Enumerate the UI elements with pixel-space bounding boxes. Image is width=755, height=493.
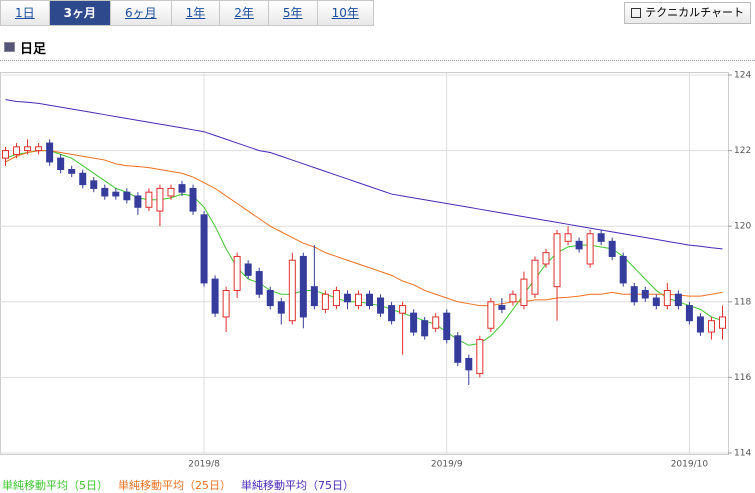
candle-body <box>377 297 385 314</box>
candle-body <box>343 293 351 303</box>
candle-body <box>652 297 660 307</box>
y-tick-label: 120 <box>734 222 751 232</box>
candle-body <box>167 187 175 197</box>
candle-body <box>410 312 418 333</box>
candle-body <box>13 146 21 155</box>
candle-body <box>233 255 241 291</box>
candle-body <box>388 305 396 322</box>
tab[interactable]: 10年 <box>316 0 374 26</box>
candle-body <box>211 278 219 314</box>
candle-body <box>509 293 517 303</box>
tab-bar: 1日 3ヶ月 6ヶ月 1年 2年 5年 10年 <box>0 0 374 26</box>
x-tick-label: 2019/8 <box>188 460 220 470</box>
candle-body <box>520 278 528 307</box>
candle-body <box>476 339 484 375</box>
candle-body <box>718 316 726 329</box>
candle-body <box>255 271 263 295</box>
candle-body <box>277 301 285 314</box>
candle-body <box>134 195 142 208</box>
candle-body <box>79 172 87 186</box>
candle-body <box>432 316 440 329</box>
tab[interactable]: 6ヶ月 <box>110 0 172 26</box>
candle-body <box>443 312 451 341</box>
candle-body <box>68 169 76 174</box>
candle-body <box>332 289 340 307</box>
tab[interactable]: 2年 <box>219 0 269 26</box>
candle-body <box>57 157 65 171</box>
moving-average-line <box>5 99 723 250</box>
candle-body <box>156 187 164 212</box>
candle-body <box>674 293 682 307</box>
candle-body <box>421 320 429 337</box>
candle-body <box>366 293 374 307</box>
moving-average-line <box>5 150 723 307</box>
section-title: 日足 <box>4 38 46 57</box>
candle-body <box>299 255 307 318</box>
x-tick-label: 2019/9 <box>431 460 463 470</box>
candle-body <box>354 293 362 307</box>
candle-body <box>178 184 186 193</box>
legend-entry: 単純移動平均（75日） <box>241 479 354 492</box>
candle-body <box>46 142 54 163</box>
legend: 単純移動平均（5日） 単純移動平均（25日） 単純移動平均（75日） <box>2 477 354 493</box>
legend-entry: 単純移動平均（25日） <box>118 479 231 492</box>
technical-chart-button[interactable]: テクニカルチャート <box>624 2 751 24</box>
divider <box>0 60 755 61</box>
candle-body <box>553 233 561 288</box>
candle-body <box>399 305 407 314</box>
y-tick-label: 124 <box>734 71 751 81</box>
y-tick-label: 122 <box>734 146 751 156</box>
candle-body <box>663 289 671 307</box>
candle-body <box>90 180 98 189</box>
plot-frame <box>0 72 729 455</box>
chart: 114 116 118 120 122 124 2019/8 2019/9 2019/10 <box>0 71 751 470</box>
candle-body <box>542 252 550 265</box>
candle-body <box>112 191 120 197</box>
candle-body <box>608 240 616 257</box>
candle-body <box>288 259 296 322</box>
candle-body <box>35 146 43 152</box>
candle-body <box>222 289 230 318</box>
candle-body <box>619 255 627 284</box>
candle-body <box>597 233 605 242</box>
candle-body <box>641 289 649 299</box>
candle-body <box>465 358 473 371</box>
candle-body <box>123 191 131 201</box>
candle-body <box>2 150 10 159</box>
candle-body <box>200 214 208 284</box>
candle-body <box>586 233 594 265</box>
y-tick-label: 118 <box>734 297 751 307</box>
candle-body <box>24 146 32 152</box>
candle-body <box>145 191 153 208</box>
candle-body <box>685 305 693 322</box>
moving-average-line <box>5 150 723 346</box>
candle-body <box>321 293 329 310</box>
candle-body <box>454 335 462 363</box>
candle-body <box>575 240 583 250</box>
candle-body <box>531 259 539 295</box>
candle-body <box>189 187 197 212</box>
y-tick-label: 116 <box>734 373 751 383</box>
candle-body <box>244 263 252 276</box>
candle-body <box>310 286 318 307</box>
candle-body <box>101 187 109 197</box>
tab[interactable]: 3ヶ月 <box>48 0 111 26</box>
tab[interactable]: 1日 <box>0 0 50 26</box>
x-tick-label: 2019/10 <box>671 460 709 470</box>
candle-body <box>564 233 572 242</box>
candle-body <box>707 320 715 333</box>
legend-entry: 単純移動平均（5日） <box>2 479 108 492</box>
candle-body <box>487 301 495 329</box>
candle-body <box>266 289 274 307</box>
candle-body <box>498 305 506 310</box>
candle-body <box>630 286 638 303</box>
candle-body <box>696 316 704 333</box>
y-tick-label: 114 <box>734 449 751 459</box>
